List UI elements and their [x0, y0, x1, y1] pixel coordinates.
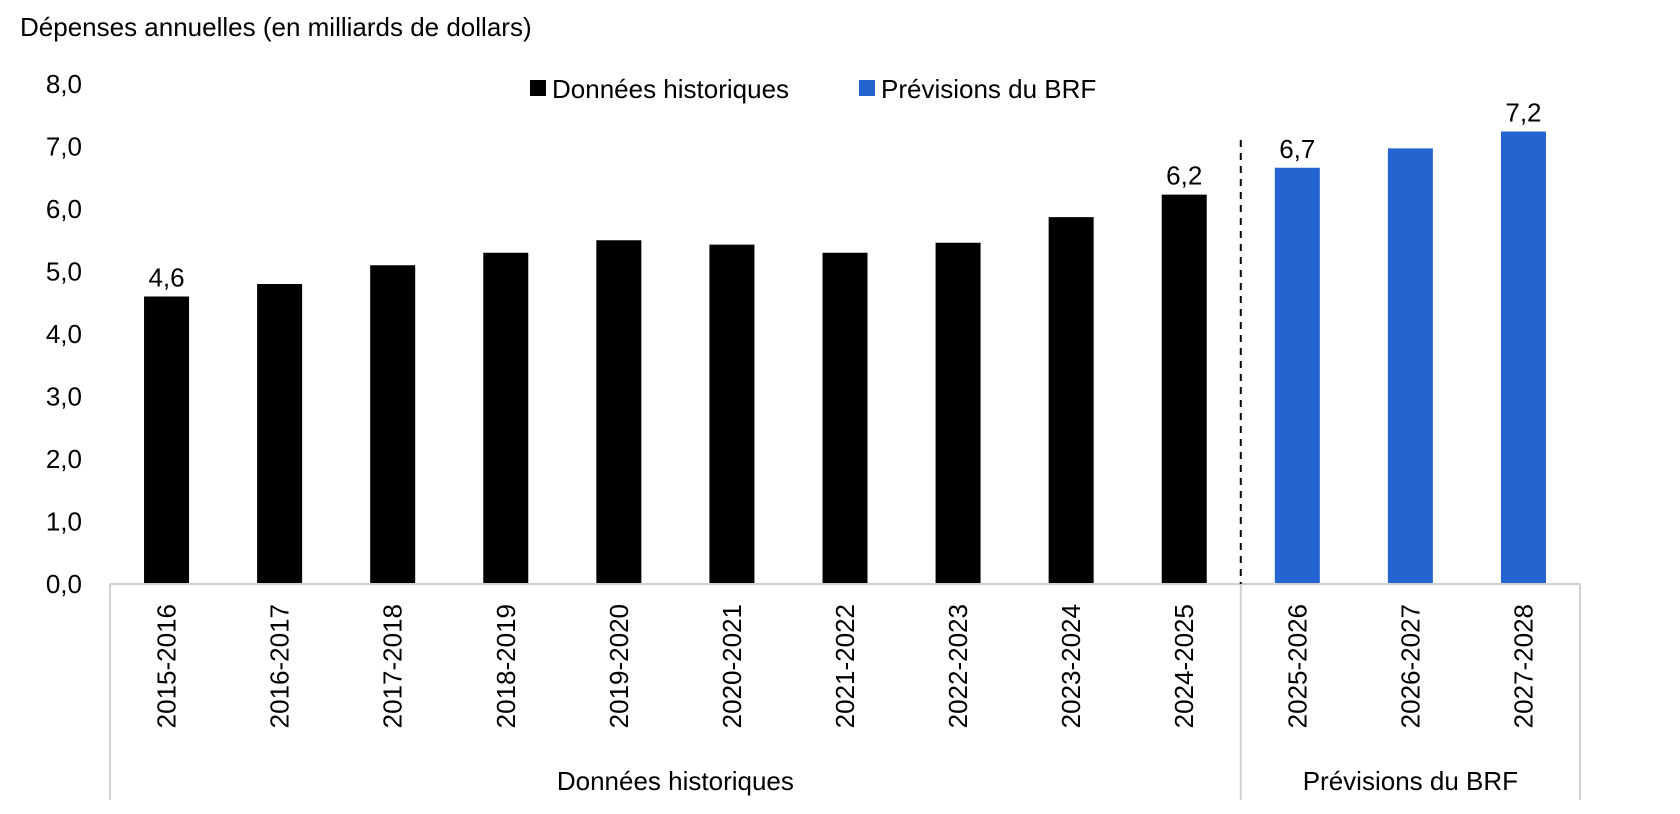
category-group-labels: Données historiques Prévisions du BRF [557, 766, 1518, 796]
y-tick-label: 2,0 [46, 444, 82, 474]
legend: Données historiques Prévisions du BRF [530, 74, 1096, 104]
bar-2015-2016 [144, 296, 190, 584]
legend-label-historical: Données historiques [552, 74, 789, 104]
y-tick-label: 7,0 [46, 132, 82, 162]
bar-2026-2027 [1387, 148, 1433, 584]
bar-2023-2024 [1048, 217, 1094, 584]
y-tick-label: 4,0 [46, 319, 82, 349]
x-tick-labels: 2015-2016 2016-2017 2017-2018 2018-2019 2019… [152, 604, 1539, 728]
x-tick-label: 2025-2026 [1282, 604, 1312, 728]
category-group-label: Données historiques [557, 766, 794, 796]
bar-2021-2022 [822, 252, 868, 584]
data-labels: 4,6 6,2 6,7 7,2 [148, 98, 1541, 293]
x-tick-label: 2024-2025 [1169, 604, 1199, 728]
y-tick-label: 8,0 [46, 69, 82, 99]
x-tick-label: 2020-2021 [717, 604, 747, 728]
y-tick-label: 3,0 [46, 382, 82, 412]
legend-swatch-historical [530, 80, 546, 96]
bar-2018-2019 [483, 252, 529, 584]
category-group-label: Prévisions du BRF [1303, 766, 1518, 796]
data-label: 6,7 [1279, 134, 1315, 164]
x-tick-label: 2016-2017 [265, 604, 295, 728]
x-tick-label: 2027-2028 [1508, 604, 1538, 728]
x-tick-label: 2022-2023 [943, 604, 973, 728]
bar-2019-2020 [596, 240, 642, 584]
x-tick-label: 2017-2018 [378, 604, 408, 728]
y-tick-label: 1,0 [46, 507, 82, 537]
data-label: 4,6 [148, 263, 184, 293]
bars [144, 131, 1546, 584]
bar-2022-2023 [935, 242, 981, 584]
y-axis-title: Dépenses annuelles (en milliards de doll… [20, 12, 532, 42]
data-label: 7,2 [1505, 98, 1541, 128]
x-axis [109, 140, 1581, 800]
legend-label-forecast: Prévisions du BRF [881, 74, 1096, 104]
x-tick-label: 2019-2020 [604, 604, 634, 728]
legend-swatch-forecast [859, 80, 875, 96]
x-tick-label: 2018-2019 [491, 604, 521, 728]
x-tick-label: 2023-2024 [1056, 604, 1086, 728]
bar-2027-2028 [1500, 131, 1546, 584]
bar-2025-2026 [1274, 167, 1320, 584]
y-tick-label: 6,0 [46, 194, 82, 224]
x-tick-label: 2021-2022 [830, 604, 860, 728]
bar-2016-2017 [257, 284, 303, 584]
bar-2017-2018 [370, 265, 416, 584]
y-axis: 0,0 1,0 2,0 3,0 4,0 5,0 6,0 7,0 8,0 [46, 69, 82, 599]
x-tick-label: 2026-2027 [1395, 604, 1425, 728]
y-tick-label: 5,0 [46, 257, 82, 287]
bar-2024-2025 [1161, 194, 1207, 584]
bar-2020-2021 [709, 244, 755, 584]
data-label: 6,2 [1166, 161, 1202, 191]
y-tick-label: 0,0 [46, 569, 82, 599]
x-tick-label: 2015-2016 [152, 604, 182, 728]
